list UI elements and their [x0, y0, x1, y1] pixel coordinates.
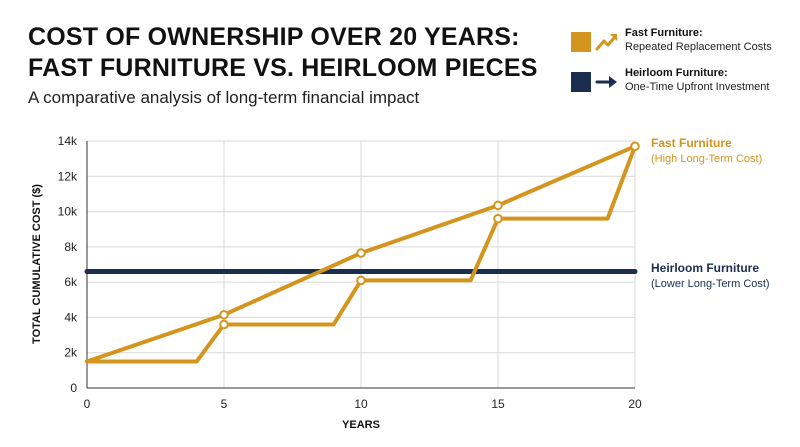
x-tick-label: 10 — [354, 397, 368, 411]
chart-title-line-1: COST OF OWNERSHIP OVER 20 YEARS: — [28, 23, 520, 51]
legend-swatch-fast — [571, 32, 591, 52]
y-axis-title: TOTAL CUMULATIVE COST ($) — [31, 184, 43, 344]
chart-title: COST OF OWNERSHIP OVER 20 YEARS: FAST FU… — [28, 22, 538, 84]
chart-title-line-2: FAST FURNITURE VS. HEIRLOOM PIECES — [28, 54, 538, 82]
legend-sublabel-fast: Repeated Replacement Costs — [625, 41, 772, 53]
legend-label-heirloom: Heirloom Furniture: — [625, 67, 728, 79]
axes: 0 2k 4k 6k 8k 10k 12k 14k 0 5 10 15 20 — [58, 134, 642, 411]
annotation-fast-subtitle: (High Long-Term Cost) — [651, 153, 762, 165]
markers — [219, 141, 640, 330]
legend-label-fast: Fast Furniture: — [625, 27, 703, 39]
chart-subtitle: A comparative analysis of long-term fina… — [28, 88, 420, 107]
y-tick-label: 2k — [64, 346, 78, 360]
y-tick-label: 4k — [64, 310, 78, 324]
x-tick-label: 15 — [491, 397, 505, 411]
data-point-marker — [493, 213, 503, 224]
annotation-heirloom-title: Heirloom Furniture — [651, 261, 759, 275]
data-point-marker — [219, 309, 229, 320]
legend: Fast Furniture: Repeated Replacement Cos… — [571, 26, 796, 106]
right-arrow-icon — [595, 76, 617, 88]
trend-up-arrow-icon — [595, 34, 617, 51]
y-tick-label: 8k — [64, 240, 78, 254]
y-tick-label: 14k — [58, 134, 78, 148]
legend-item-heirloom-furniture: Heirloom Furniture: One-Time Upfront Inv… — [571, 66, 796, 96]
data-point-marker — [356, 248, 366, 258]
grid — [87, 140, 636, 388]
y-tick-label: 6k — [64, 275, 78, 289]
annotation-heirloom-subtitle: (Lower Long-Term Cost) — [651, 278, 770, 290]
data-point-marker — [630, 141, 640, 152]
legend-swatch-heirloom — [571, 72, 591, 92]
data-point-marker — [219, 319, 229, 330]
legend-item-fast-furniture: Fast Furniture: Repeated Replacement Cos… — [571, 26, 796, 56]
legend-sublabel-heirloom: One-Time Upfront Investment — [625, 81, 770, 93]
annotation-fast-title: Fast Furniture — [651, 136, 732, 150]
y-tick-label: 0 — [70, 381, 77, 395]
x-axis-title: YEARS — [342, 419, 380, 431]
y-tick-label: 12k — [58, 169, 78, 183]
data-point-marker — [356, 275, 366, 286]
y-tick-label: 10k — [58, 205, 78, 219]
x-tick-label: 5 — [221, 397, 228, 411]
data-point-marker — [493, 200, 503, 211]
x-tick-label: 0 — [84, 397, 91, 411]
x-tick-label: 20 — [628, 397, 642, 411]
